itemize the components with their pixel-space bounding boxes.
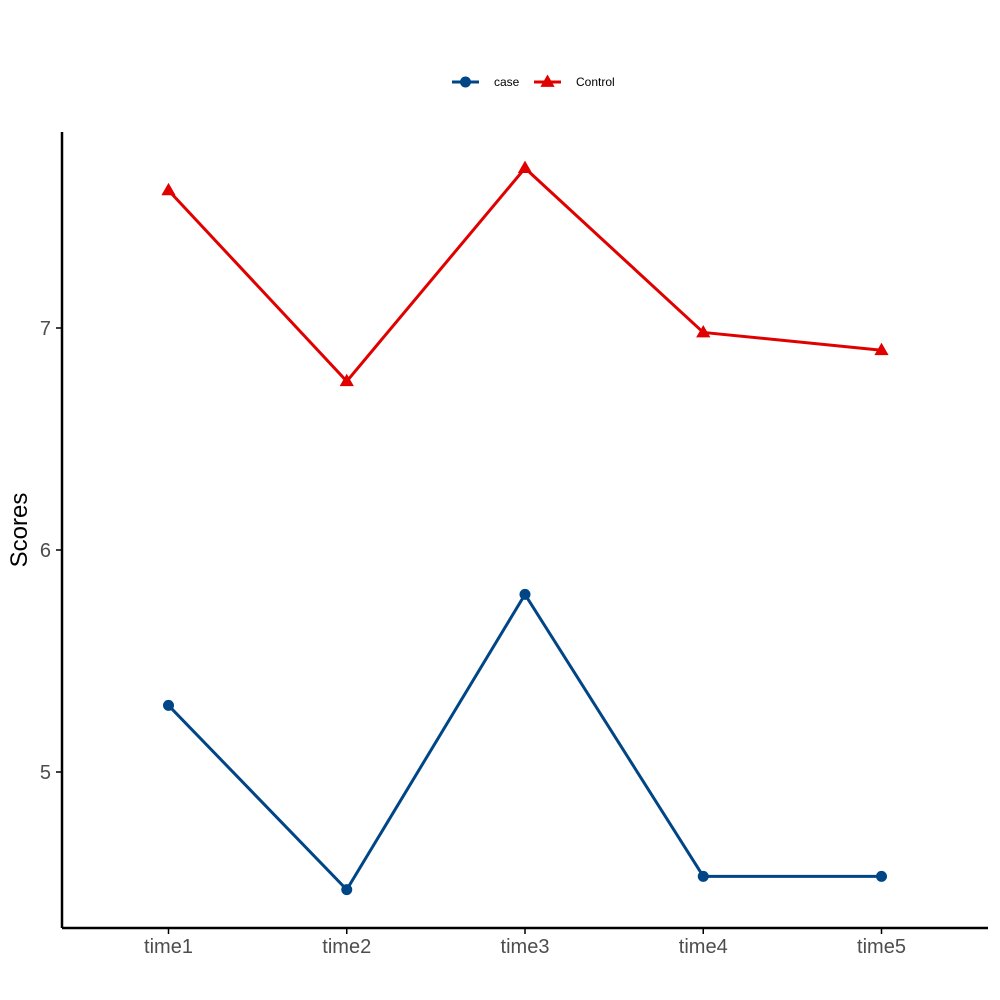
series-control [161,160,889,387]
legend-label: Control [576,75,615,89]
data-point-control [874,342,889,356]
x-tick-label: time4 [679,936,728,958]
data-point-control [517,160,533,174]
data-point-case [697,870,709,882]
series-line-case [167,592,882,892]
x-tick-label: time5 [857,936,906,958]
series-line-control [167,166,882,383]
legend-item-control: Control [534,74,615,89]
legend: case Control [452,74,615,89]
data-point-case [876,870,887,882]
axes [60,132,988,930]
data-point-case [519,588,531,600]
series-group [161,160,889,896]
series-case [163,588,887,896]
x-tick-label: time2 [322,936,371,958]
data-point-control [696,324,711,338]
y-tick-label: 6 [40,540,51,562]
data-point-case [341,884,353,896]
data-point-control [339,373,354,387]
y-tick-label: 7 [40,318,51,340]
y-tick-label: 5 [40,762,51,784]
legend-marker [460,76,471,88]
data-point-control [161,182,176,196]
x-tick-label: time3 [501,936,550,958]
legend-marker [540,74,555,87]
data-point-case [163,699,174,711]
x-ticks: time1 time2 time3 time4 time5 [144,928,906,958]
y-ticks: 5 6 7 [40,318,62,784]
x-tick-label: time1 [144,936,193,958]
y-axis-title: Scores [6,493,33,568]
legend-label: case [494,75,520,89]
legend-item-case: case [452,75,520,89]
